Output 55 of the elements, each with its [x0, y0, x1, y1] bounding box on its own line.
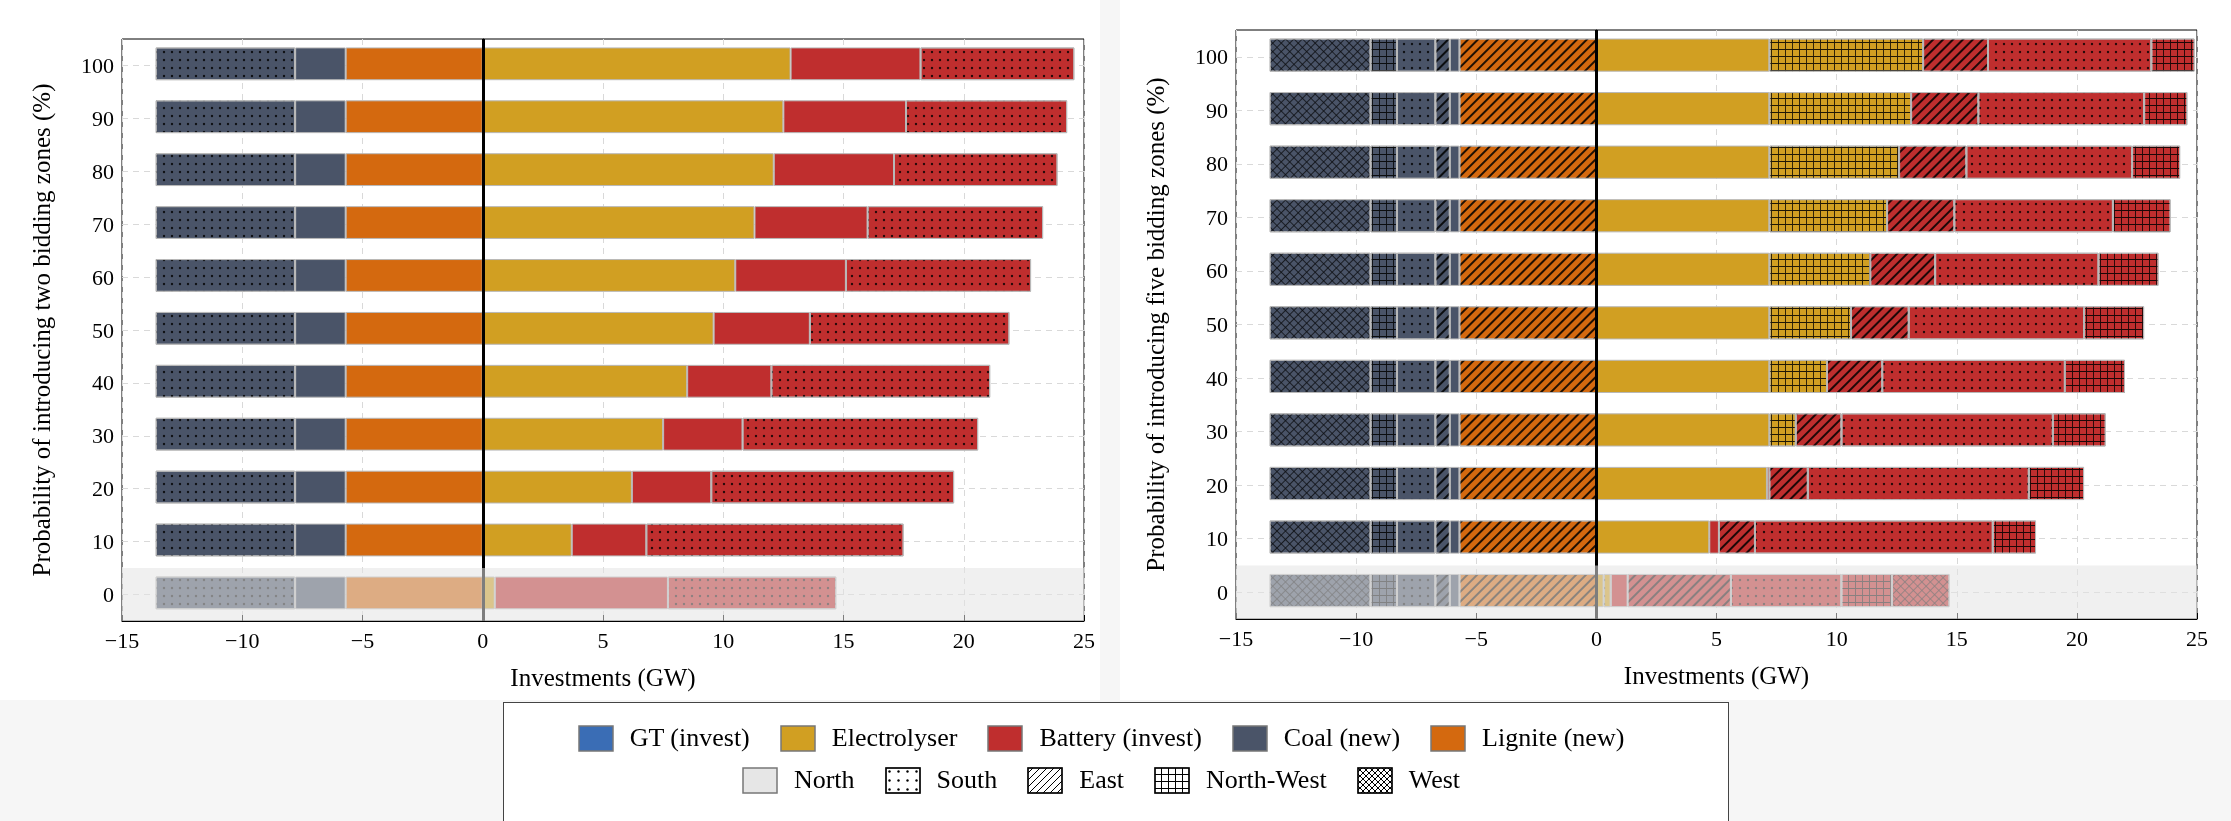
x-tick-label: −5 [350, 627, 375, 653]
x-tick-label: 0 [1590, 625, 1602, 651]
category-label: Lignite (new) [1482, 723, 1625, 753]
x-tick-label: 20 [2065, 625, 2088, 651]
y-tick-label: 10 [1206, 526, 1228, 552]
category-label: Electrolyser [831, 723, 958, 753]
y-tick-label: 50 [92, 317, 114, 343]
y-tick-label: 0 [103, 582, 114, 608]
x-tick-label: 25 [1073, 627, 1095, 653]
x-tick-label: 10 [1825, 625, 1848, 651]
y-tick-label: 20 [1206, 472, 1228, 498]
y-tick-label: 60 [1206, 258, 1228, 284]
y-tick-label: 100 [81, 52, 114, 78]
x-axis-title: Investments (GW) [510, 664, 696, 692]
x-tick-label: 20 [952, 627, 975, 653]
y-tick-label: 20 [92, 476, 114, 502]
x-tick-label: 10 [712, 627, 735, 653]
category-label: Coal (new) [1283, 723, 1401, 753]
x-tick-label: −5 [1464, 625, 1488, 651]
bar [1596, 466, 1767, 501]
x-tick-label: 5 [1711, 625, 1722, 651]
category-label: South [936, 765, 998, 795]
category-label: Battery (invest) [1039, 723, 1202, 753]
x-tick-label: 15 [1945, 625, 1968, 651]
y-tick-label: 10 [92, 529, 114, 555]
y-tick-label: 100 [1195, 44, 1228, 70]
category-label: North-West [1206, 765, 1327, 795]
y-tick-label: 40 [1206, 365, 1228, 391]
y-tick-label: 60 [92, 264, 114, 290]
x-tick-label: −15 [104, 627, 140, 653]
x-tick-label: −15 [1218, 625, 1254, 651]
y-tick-label: 70 [92, 211, 114, 237]
category-label: West [1408, 765, 1461, 795]
y-axis-title: Probability of introducing five bidding zones (%) [1142, 77, 1170, 572]
y-tick-label: 50 [1206, 312, 1228, 337]
x-tick-label: −10 [1338, 625, 1374, 651]
y-tick-label: 30 [92, 423, 114, 449]
y-tick-label: 80 [92, 158, 114, 184]
category-label: GT (invest) [629, 723, 750, 753]
y-tick-label: 0 [1217, 579, 1228, 605]
y-tick-label: 90 [1206, 97, 1228, 123]
category-label: East [1079, 765, 1125, 795]
x-axis-title: Investments (GW) [1623, 662, 1810, 690]
y-tick-label: 70 [1206, 204, 1228, 230]
x-tick-label: 25 [2186, 625, 2208, 651]
category-label: North [793, 765, 855, 795]
x-tick-label: 5 [597, 627, 609, 653]
x-tick-label: 15 [832, 627, 855, 653]
x-tick-label: −10 [225, 627, 260, 653]
y-axis-title: Probability of introducing two bidding zones (%) [28, 83, 56, 577]
y-tick-label: 40 [92, 370, 114, 396]
y-tick-label: 80 [1206, 151, 1228, 177]
y-tick-label: 30 [1206, 419, 1228, 445]
y-tick-label: 90 [92, 105, 114, 131]
x-tick-label: 0 [477, 627, 489, 653]
